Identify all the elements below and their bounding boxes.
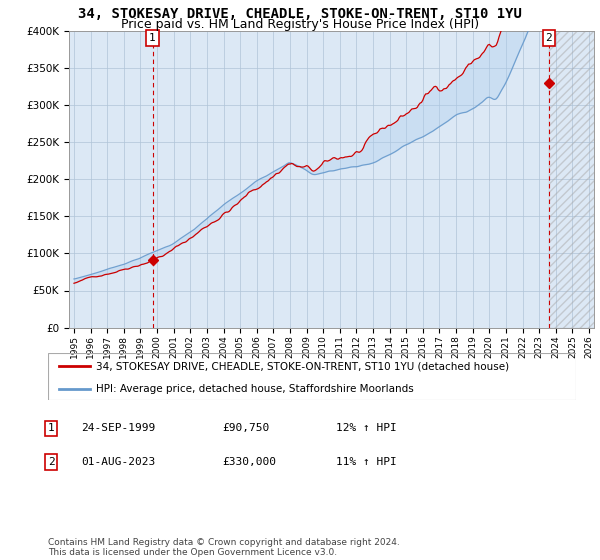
Text: 12% ↑ HPI: 12% ↑ HPI: [336, 423, 397, 433]
Text: 01-AUG-2023: 01-AUG-2023: [81, 457, 155, 467]
Text: £90,750: £90,750: [222, 423, 269, 433]
Text: 1: 1: [149, 33, 156, 43]
Text: 2: 2: [545, 33, 552, 43]
Text: Contains HM Land Registry data © Crown copyright and database right 2024.
This d: Contains HM Land Registry data © Crown c…: [48, 538, 400, 557]
Text: 11% ↑ HPI: 11% ↑ HPI: [336, 457, 397, 467]
Text: HPI: Average price, detached house, Staffordshire Moorlands: HPI: Average price, detached house, Staf…: [95, 384, 413, 394]
Text: Price paid vs. HM Land Registry's House Price Index (HPI): Price paid vs. HM Land Registry's House …: [121, 18, 479, 31]
Text: 2: 2: [47, 457, 55, 467]
Text: 34, STOKESAY DRIVE, CHEADLE, STOKE-ON-TRENT, ST10 1YU (detached house): 34, STOKESAY DRIVE, CHEADLE, STOKE-ON-TR…: [95, 361, 509, 371]
Text: 24-SEP-1999: 24-SEP-1999: [81, 423, 155, 433]
Text: 34, STOKESAY DRIVE, CHEADLE, STOKE-ON-TRENT, ST10 1YU: 34, STOKESAY DRIVE, CHEADLE, STOKE-ON-TR…: [78, 7, 522, 21]
Text: £330,000: £330,000: [222, 457, 276, 467]
Text: 1: 1: [47, 423, 55, 433]
